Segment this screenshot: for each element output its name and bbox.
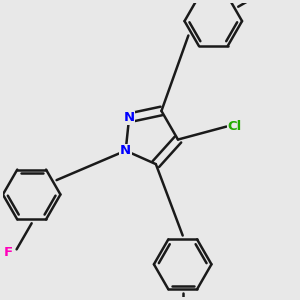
Text: Cl: Cl: [227, 120, 242, 133]
Text: F: F: [4, 246, 13, 259]
Text: N: N: [124, 111, 135, 124]
Text: N: N: [120, 144, 131, 157]
